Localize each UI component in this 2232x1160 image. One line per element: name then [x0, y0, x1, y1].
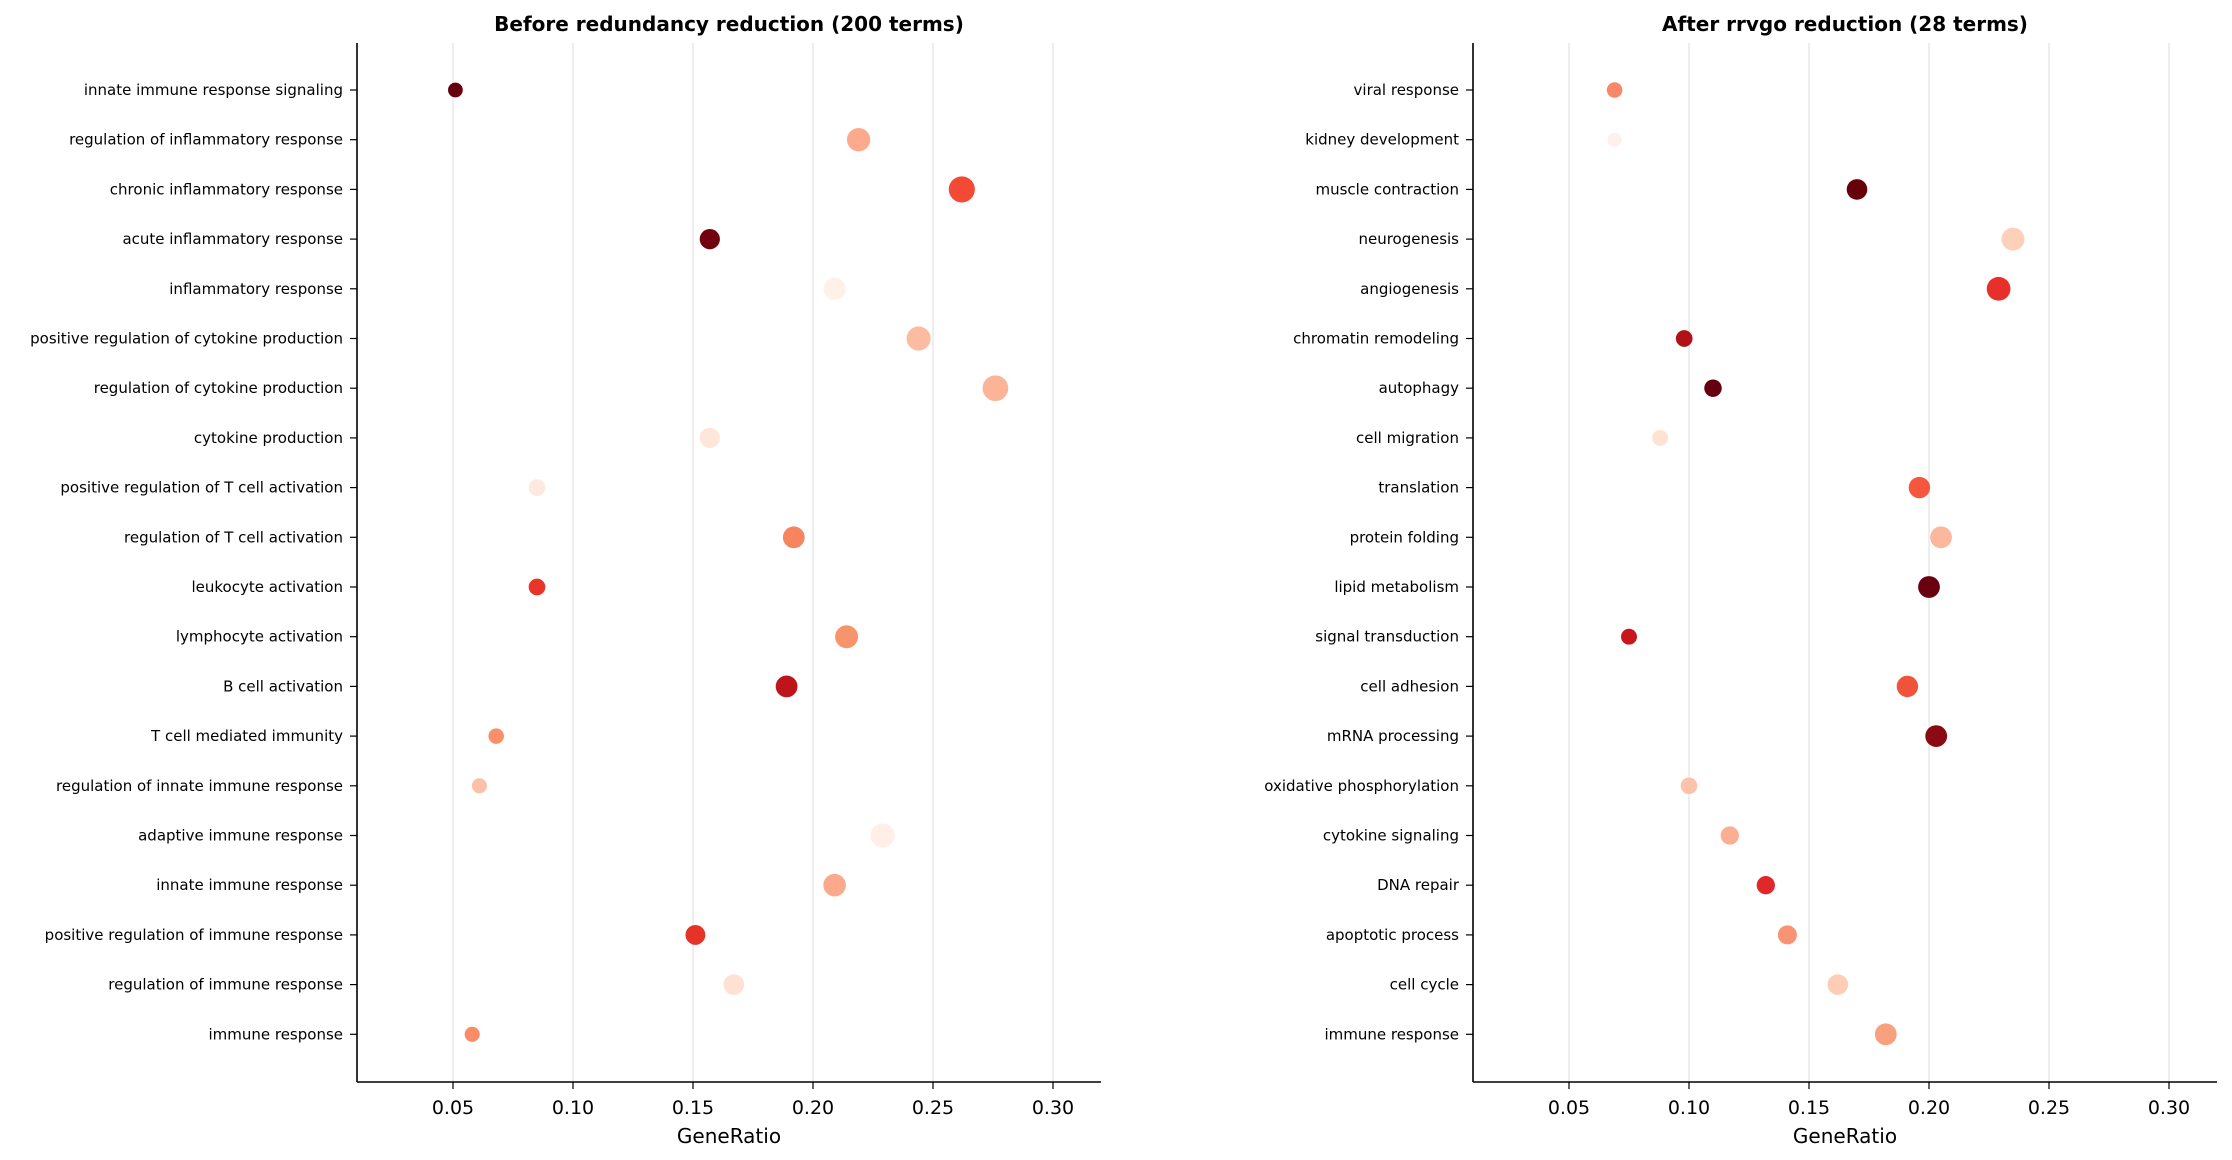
category-label: mRNA processing — [1327, 727, 1459, 745]
data-point — [775, 675, 798, 698]
category-label: DNA repair — [1377, 876, 1460, 894]
data-point — [782, 526, 805, 549]
data-point — [906, 326, 931, 351]
category-label: adaptive immune response — [138, 827, 343, 845]
data-point — [464, 1026, 480, 1042]
category-label: signal transduction — [1315, 628, 1459, 646]
category-label: immune response — [208, 1025, 343, 1043]
category-label: apoptotic process — [1326, 926, 1459, 944]
category-label: cytokine signaling — [1323, 827, 1459, 845]
data-point — [835, 625, 859, 649]
x-tick-label: 0.30 — [1032, 1097, 1074, 1119]
data-point — [1777, 925, 1797, 945]
x-tick-label: 0.20 — [792, 1097, 834, 1119]
category-label: cell cycle — [1390, 976, 1459, 994]
category-label: chronic inflammatory response — [110, 180, 343, 198]
chart-panel-after: 0.05 0.10 0.15 0.20 0.25 0.30 viral response ki… — [1264, 12, 2217, 1148]
category-label: regulation of immune response — [108, 976, 343, 994]
x-axis-label: GeneRatio — [677, 1124, 781, 1148]
data-point — [471, 778, 487, 794]
data-point — [699, 427, 720, 449]
category-label: positive regulation of T cell activation — [60, 479, 343, 497]
category-label: chromatin remodeling — [1293, 330, 1459, 348]
category-label: lipid metabolism — [1334, 578, 1459, 596]
x-tick-label: 0.30 — [2148, 1097, 2190, 1119]
data-point — [823, 277, 846, 300]
data-point — [528, 578, 546, 596]
data-point — [846, 128, 871, 152]
category-label: positive regulation of cytokine producti… — [30, 330, 343, 348]
category-label: neurogenesis — [1358, 230, 1459, 248]
category-label: positive regulation of immune response — [45, 926, 343, 944]
data-point — [1930, 526, 1952, 549]
data-point — [1986, 276, 2011, 301]
category-label: cytokine production — [194, 429, 343, 447]
category-label: autophagy — [1379, 379, 1459, 397]
category-label: acute inflammatory response — [122, 230, 343, 248]
category-label: angiogenesis — [1360, 280, 1459, 298]
data-point — [1621, 628, 1637, 645]
x-tick-label: 0.10 — [1668, 1097, 1710, 1119]
category-label: innate immune response signaling — [84, 81, 343, 99]
chart-title: After rrvgo reduction (28 terms) — [1662, 12, 2028, 36]
x-tick-label: 0.20 — [1908, 1097, 1950, 1119]
category-label: oxidative phosphorylation — [1264, 777, 1459, 795]
data-point — [488, 728, 504, 744]
data-point — [699, 228, 720, 250]
data-point — [685, 924, 706, 945]
category-label: muscle contraction — [1316, 180, 1460, 198]
data-point — [1675, 330, 1693, 347]
data-point — [982, 375, 1009, 402]
category-label: viral response — [1354, 81, 1459, 99]
category-label: inflammatory response — [169, 280, 343, 298]
x-tick-label: 0.10 — [552, 1097, 594, 1119]
x-axis-label: GeneRatio — [1793, 1124, 1897, 1148]
data-point — [1908, 476, 1931, 499]
category-label: protein folding — [1350, 528, 1459, 546]
data-point — [1606, 82, 1623, 98]
data-point — [1874, 1023, 1897, 1046]
data-point — [1896, 675, 1919, 698]
category-label: kidney development — [1305, 131, 1459, 149]
data-point — [1925, 725, 1948, 747]
category-label: leukocyte activation — [191, 578, 343, 596]
category-label: innate immune response — [156, 876, 343, 894]
chart-title: Before redundancy reduction (200 terms) — [494, 12, 964, 36]
data-point — [1704, 379, 1722, 397]
data-point — [723, 974, 745, 995]
data-point — [1652, 429, 1669, 446]
category-label: regulation of cytokine production — [94, 379, 343, 397]
data-point — [1720, 826, 1739, 845]
x-tick-label: 0.25 — [2028, 1097, 2070, 1119]
data-point — [1680, 777, 1698, 795]
category-label: B cell activation — [223, 677, 343, 695]
category-label: translation — [1378, 479, 1459, 497]
x-tick-label: 0.15 — [672, 1097, 714, 1119]
chart-panel-before: 0.05 0.10 0.15 0.20 0.25 0.30 innate immune re… — [30, 12, 1101, 1148]
category-label: cell migration — [1356, 429, 1459, 447]
x-tick-label: 0.05 — [432, 1097, 474, 1119]
data-point — [823, 873, 846, 897]
data-point — [870, 823, 895, 848]
x-tick-label: 0.25 — [912, 1097, 954, 1119]
data-point — [1827, 974, 1849, 995]
data-point — [1756, 876, 1775, 895]
category-label: T cell mediated immunity — [150, 727, 343, 745]
category-label: regulation of innate immune response — [56, 777, 343, 795]
category-label: immune response — [1324, 1025, 1459, 1043]
data-point — [2001, 227, 2025, 251]
category-label: lymphocyte activation — [176, 628, 343, 646]
category-label: cell adhesion — [1360, 677, 1459, 695]
data-point — [448, 82, 463, 98]
category-label: regulation of inflammatory response — [69, 131, 343, 149]
data-point — [1918, 576, 1940, 598]
category-label: regulation of T cell activation — [124, 528, 343, 546]
x-tick-label: 0.05 — [1548, 1097, 1590, 1119]
data-point — [948, 176, 975, 203]
x-tick-label: 0.15 — [1788, 1097, 1830, 1119]
data-point — [1846, 179, 1868, 200]
data-point — [1607, 132, 1622, 147]
data-point — [528, 479, 546, 496]
